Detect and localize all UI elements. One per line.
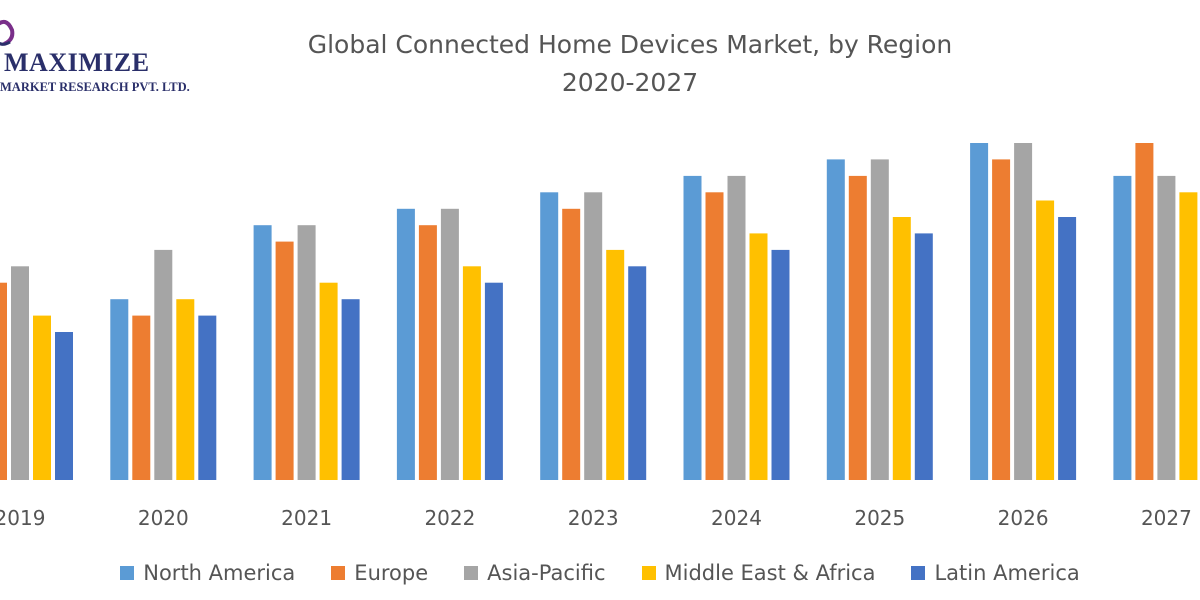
bar-europe-2026	[992, 159, 1011, 480]
legend-item: Latin America	[911, 561, 1080, 585]
legend-label: Middle East & Africa	[664, 561, 876, 585]
bar-north-america-2021	[253, 225, 272, 480]
bar-north-america-2025	[826, 159, 845, 480]
legend-swatch	[464, 566, 479, 580]
company-logo: MAXIMIZE MARKET RESEARCH PVT. LTD.	[0, 18, 222, 108]
bar-asia-pacific-2021	[297, 225, 316, 480]
x-tick-label: 2027	[1141, 506, 1192, 530]
bar-europe-2024	[705, 192, 724, 481]
bar-north-america-2024	[683, 175, 702, 480]
legend-label: Latin America	[934, 561, 1080, 585]
chart-title: Global Connected Home Devices Market, by…	[307, 30, 953, 59]
legend-label: North America	[143, 561, 296, 585]
bar-europe-2025	[848, 175, 867, 480]
x-axis-ticks: 2019 2020 2021 2022 2023 2024 2025 2026 2027	[0, 506, 1192, 530]
legend-item: North America	[120, 561, 295, 585]
chart-subtitle: 2020-2027	[561, 68, 699, 97]
bar-latin-america-2025	[914, 233, 933, 480]
bar-middle-east-africa-2026	[1036, 200, 1055, 480]
bar-asia-pacific-2025	[870, 159, 889, 480]
bar-latin-america-2024	[771, 249, 790, 480]
x-tick-label: 2024	[711, 506, 762, 530]
chart-title-block: Global Connected Home Devices Market, by…	[250, 26, 1010, 102]
bar-europe-2021	[275, 241, 294, 480]
x-tick-label: 2025	[854, 506, 905, 530]
legend-item: Europe	[331, 561, 428, 585]
logo-subtitle: MARKET RESEARCH PVT. LTD.	[0, 80, 190, 94]
bar-asia-pacific-2022	[440, 208, 459, 481]
bar-europe-2022	[418, 225, 437, 480]
bar-middle-east-africa-2023	[606, 249, 625, 480]
bar-middle-east-africa-2020	[176, 299, 195, 480]
bar-latin-america-2020	[198, 315, 217, 480]
bar-asia-pacific-2027	[1157, 175, 1176, 480]
bar-latin-america-2023	[628, 266, 647, 480]
chart-legend: North America Europe Asia-Pacific Middle Ea…	[0, 558, 1200, 588]
logo-mark-icon	[0, 19, 15, 46]
bar-europe-2023	[562, 208, 581, 481]
bar-asia-pacific-2019	[11, 266, 29, 480]
legend-label: Europe	[354, 561, 429, 585]
bar-middle-east-africa-2019	[33, 315, 51, 480]
bar-asia-pacific-2026	[1014, 143, 1033, 480]
legend-swatch	[331, 566, 346, 580]
bar-middle-east-africa-2024	[749, 233, 768, 480]
bar-middle-east-africa-2022	[462, 266, 481, 480]
bar-asia-pacific-2020	[154, 249, 173, 480]
x-tick-label: 2020	[138, 506, 189, 530]
bar-europe-2027	[1135, 143, 1154, 480]
bar-north-america-2023	[540, 192, 559, 481]
x-tick-label: 2023	[568, 506, 619, 530]
bar-middle-east-africa-2025	[892, 217, 911, 480]
bar-asia-pacific-2024	[727, 175, 746, 480]
legend-swatch	[120, 566, 135, 580]
x-tick-label: 2026	[998, 506, 1049, 530]
x-tick-label: 2021	[281, 506, 332, 530]
bar-north-america-2026	[970, 143, 989, 480]
bar-europe-2019	[0, 282, 7, 480]
x-tick-label: 2019	[0, 506, 45, 530]
legend-label: Asia-Pacific	[487, 561, 606, 585]
bar-north-america-2027	[1113, 175, 1132, 480]
x-tick-label: 2022	[424, 506, 475, 530]
bars-layer	[0, 143, 1198, 481]
bar-north-america-2022	[396, 208, 415, 481]
legend-swatch	[911, 566, 926, 580]
legend-swatch	[641, 566, 656, 580]
bar-middle-east-africa-2027	[1179, 192, 1198, 481]
logo-name: MAXIMIZE	[4, 48, 150, 77]
legend-item: Middle East & Africa	[641, 561, 876, 585]
bar-latin-america-2026	[1058, 217, 1077, 480]
bar-north-america-2020	[110, 299, 129, 480]
bar-latin-america-2021	[341, 299, 360, 480]
bar-middle-east-africa-2021	[319, 282, 338, 480]
bar-europe-2020	[132, 315, 151, 480]
bar-latin-america-2019	[55, 332, 73, 480]
bar-latin-america-2022	[484, 282, 503, 480]
bar-asia-pacific-2023	[584, 192, 603, 481]
legend-item: Asia-Pacific	[464, 561, 606, 585]
